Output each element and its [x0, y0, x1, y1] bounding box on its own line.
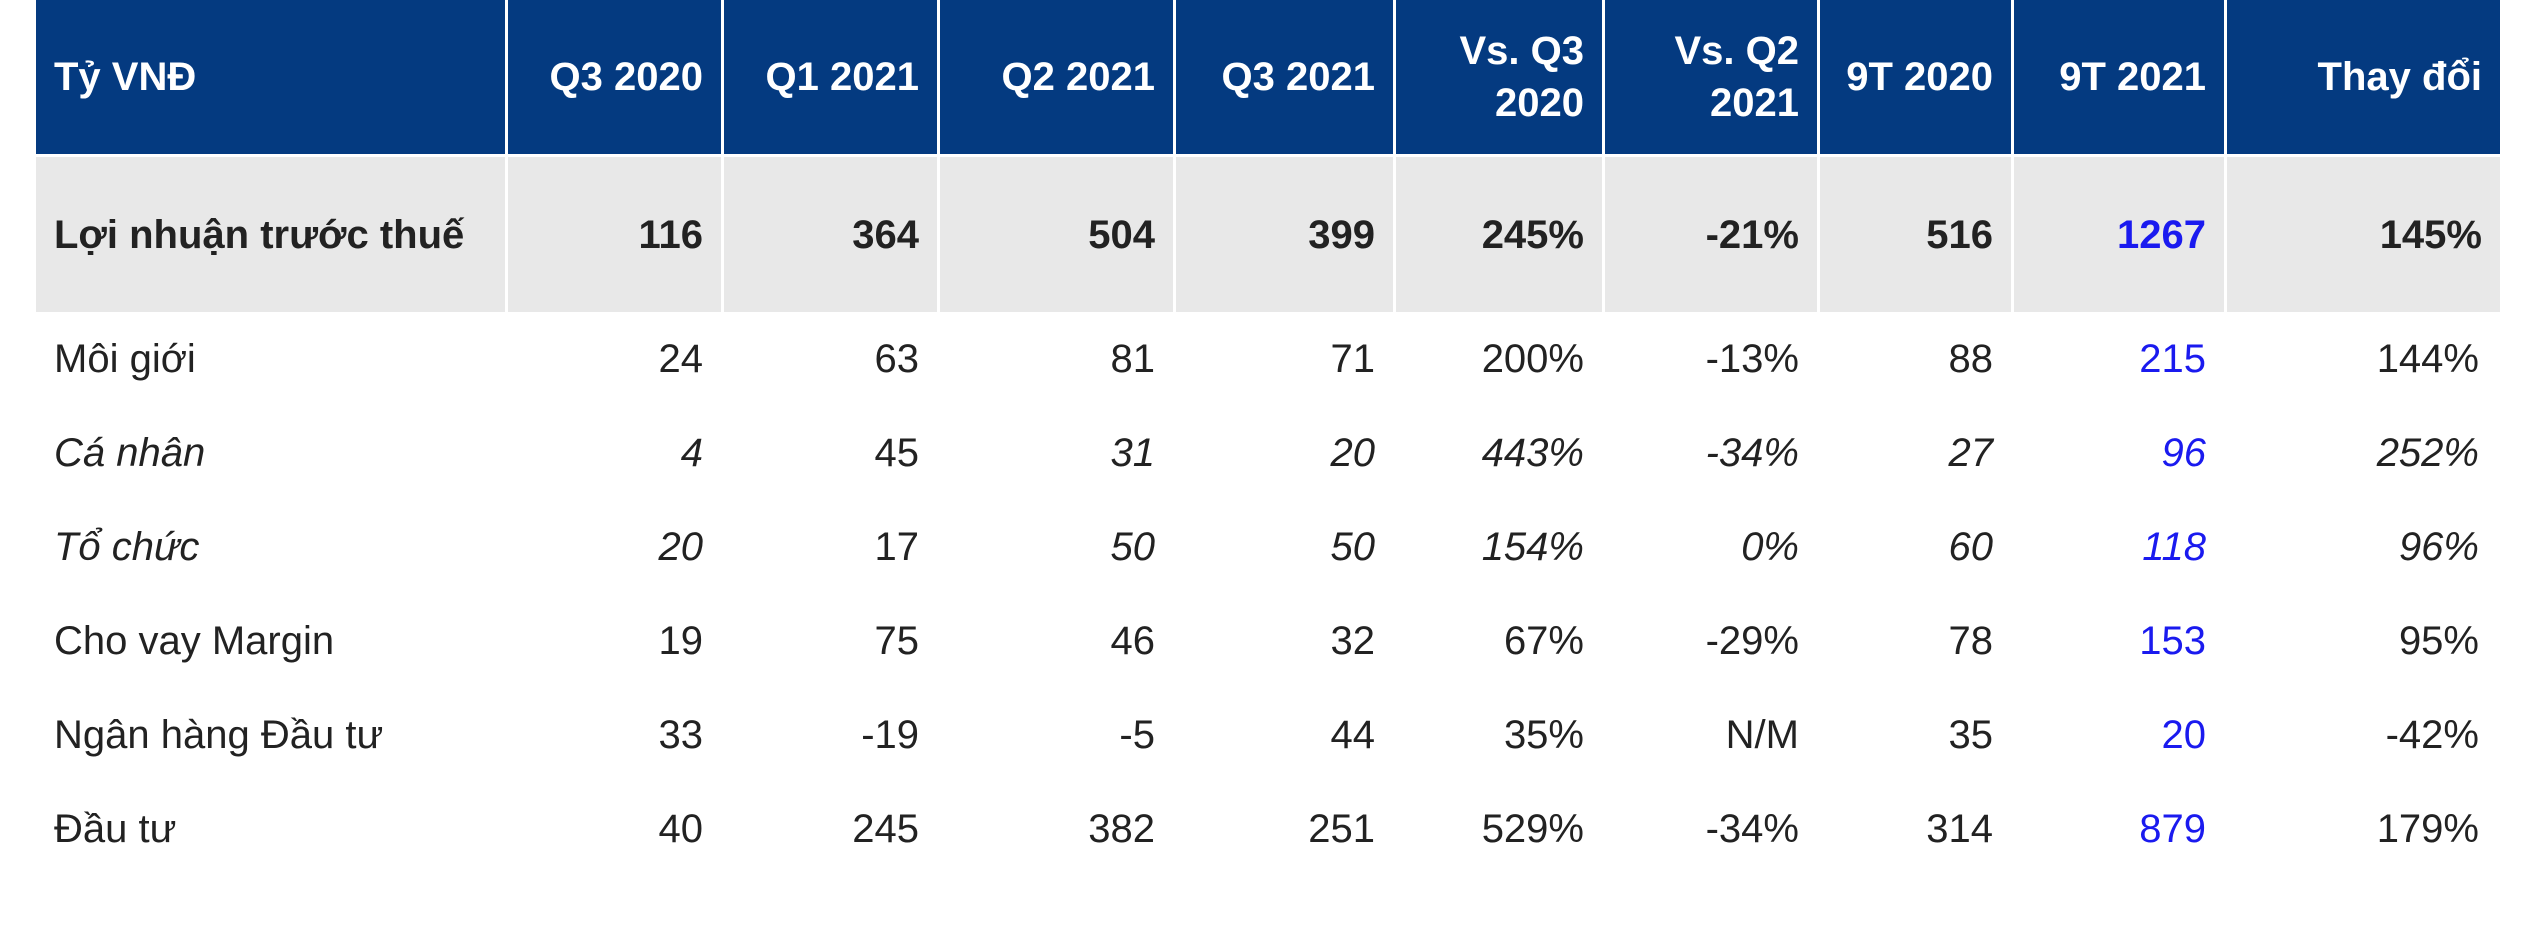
table-row-individual: Cá nhân 4 45 31 20 443% -34% 27 96 252%	[36, 406, 2500, 500]
cell-value: 17	[874, 524, 920, 569]
cell-value: 20	[1330, 430, 1376, 475]
row-label: Cho vay Margin	[54, 618, 335, 663]
cell-value-highlight: 879	[2139, 806, 2206, 851]
cell-value: 245	[852, 806, 919, 851]
row-label: Lợi nhuận trước thuế	[36, 154, 508, 312]
profit-breakdown-table: Tỷ VNĐ Q3 2020 Q1 2021 Q2 2021 Q3 2021 V…	[36, 0, 2500, 876]
cell-value: 33	[658, 712, 704, 757]
cell-value: 63	[874, 336, 920, 381]
header-q3-2021: Q3 2021	[1176, 0, 1396, 154]
header-q3-2020: Q3 2020	[508, 0, 724, 154]
table-row-brokerage: Môi giới 24 63 81 71 200% -13% 88 215 14…	[36, 312, 2500, 406]
header-9t-2020: 9T 2020	[1820, 0, 2014, 154]
header-vs-q3-2020: Vs. Q3 2020	[1396, 0, 1605, 154]
cell-value: 31	[1110, 430, 1156, 475]
cell-value: 20	[658, 524, 704, 569]
cell-value: 78	[1948, 618, 1994, 663]
cell-value: 35%	[1503, 712, 1584, 757]
cell-value: -21%	[1605, 154, 1820, 312]
cell-value: 19	[658, 618, 704, 663]
cell-value: 4	[680, 430, 703, 475]
cell-value: 144%	[2376, 336, 2479, 381]
table-row-margin-lending: Cho vay Margin 19 75 46 32 67% -29% 78 1…	[36, 594, 2500, 688]
cell-value: 75	[874, 618, 920, 663]
cell-value: 81	[1110, 336, 1156, 381]
cell-value: 27	[1948, 430, 1994, 475]
cell-value: 95%	[2398, 618, 2479, 663]
cell-value-highlight: 153	[2139, 618, 2206, 663]
cell-value: -42%	[2385, 712, 2479, 757]
cell-value: 67%	[1503, 618, 1584, 663]
cell-value: 364	[724, 154, 940, 312]
cell-value: 504	[940, 154, 1176, 312]
cell-value: 382	[1088, 806, 1155, 851]
cell-value: -19	[861, 712, 919, 757]
header-q2-2021: Q2 2021	[940, 0, 1176, 154]
cell-value: 200%	[1481, 336, 1584, 381]
row-label: Tổ chức	[54, 524, 200, 569]
cell-value: 88	[1948, 336, 1994, 381]
header-9t-2021: 9T 2021	[2014, 0, 2227, 154]
cell-value: 46	[1110, 618, 1156, 663]
cell-value: 529%	[1481, 806, 1584, 851]
cell-value: 179%	[2376, 806, 2479, 851]
table-row-investment-banking: Ngân hàng Đầu tư 33 -19 -5 44 35% N/M 35…	[36, 688, 2500, 782]
cell-value-highlight: 215	[2139, 336, 2206, 381]
row-label: Môi giới	[54, 336, 196, 381]
cell-value: -5	[1119, 712, 1155, 757]
cell-value: 154%	[1481, 524, 1584, 569]
header-change: Thay đổi	[2227, 0, 2500, 154]
profit-table-container: Tỷ VNĐ Q3 2020 Q1 2021 Q2 2021 Q3 2021 V…	[36, 0, 2500, 876]
cell-value: 71	[1330, 336, 1376, 381]
cell-value: 50	[1330, 524, 1376, 569]
row-label: Cá nhân	[54, 430, 206, 475]
cell-value: 0%	[1741, 524, 1799, 569]
cell-value: 314	[1926, 806, 1993, 851]
cell-value: 145%	[2227, 154, 2500, 312]
cell-value: 116	[508, 154, 724, 312]
cell-value: 443%	[1481, 430, 1584, 475]
cell-value: 44	[1330, 712, 1376, 757]
header-unit: Tỷ VNĐ	[36, 0, 508, 154]
cell-value: 96%	[2398, 524, 2479, 569]
cell-value: -34%	[1705, 430, 1799, 475]
cell-value-highlight: 96	[2161, 430, 2207, 475]
header-vs-q2-2021: Vs. Q2 2021	[1605, 0, 1820, 154]
table-row-profit-before-tax: Lợi nhuận trước thuế 116 364 504 399 245…	[36, 154, 2500, 312]
header-q1-2021: Q1 2021	[724, 0, 940, 154]
header-row: Tỷ VNĐ Q3 2020 Q1 2021 Q2 2021 Q3 2021 V…	[36, 0, 2500, 154]
cell-value-highlight: 118	[2142, 524, 2206, 569]
cell-value: 24	[658, 336, 704, 381]
cell-value: 60	[1948, 524, 1994, 569]
cell-value: 32	[1330, 618, 1376, 663]
cell-value-highlight: 20	[2161, 712, 2207, 757]
table-row-investment: Đầu tư 40 245 382 251 529% -34% 314 879 …	[36, 782, 2500, 876]
table-row-institutional: Tổ chức 20 17 50 50 154% 0% 60 118 96%	[36, 500, 2500, 594]
cell-value: -13%	[1705, 336, 1799, 381]
cell-value: 516	[1820, 154, 2014, 312]
cell-value: 399	[1176, 154, 1396, 312]
cell-value: 251	[1308, 806, 1375, 851]
cell-value: N/M	[1725, 712, 1799, 757]
cell-value-highlight: 1267	[2014, 154, 2227, 312]
cell-value: 35	[1948, 712, 1994, 757]
row-label: Đầu tư	[54, 806, 177, 851]
row-label: Ngân hàng Đầu tư	[54, 712, 384, 757]
cell-value: 50	[1110, 524, 1156, 569]
cell-value: -29%	[1705, 618, 1799, 663]
cell-value: 245%	[1396, 154, 1605, 312]
cell-value: 252%	[2376, 430, 2479, 475]
cell-value: 40	[658, 806, 704, 851]
cell-value: -34%	[1705, 806, 1799, 851]
cell-value: 45	[874, 430, 920, 475]
